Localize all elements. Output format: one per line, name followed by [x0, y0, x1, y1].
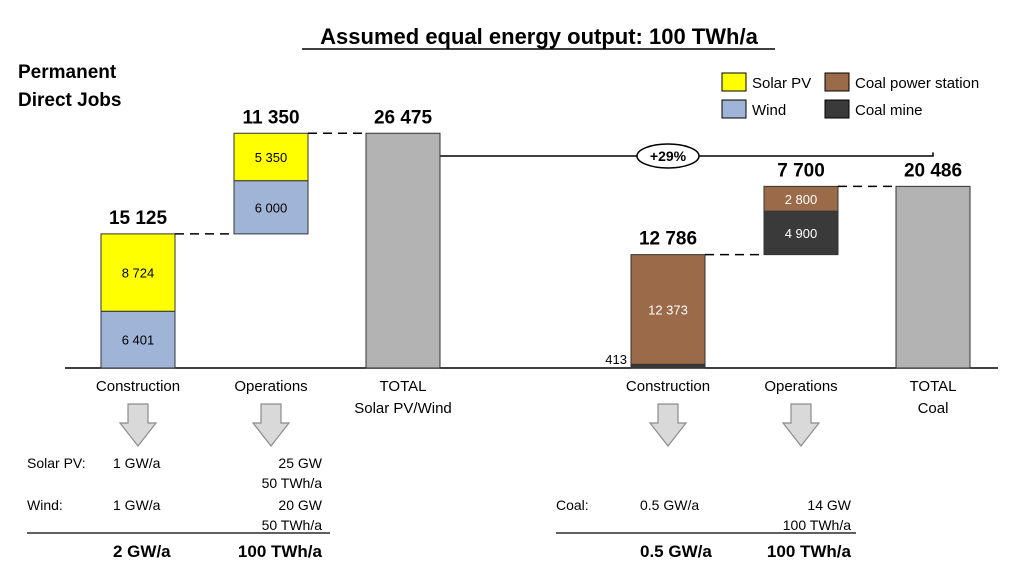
table-operations-value: 20 GW: [278, 497, 322, 513]
down-arrow-icon: [781, 403, 821, 447]
category-label: Construction: [96, 378, 180, 395]
comparison-label: +29%: [650, 148, 687, 164]
comparison-connector: +29%: [398, 143, 934, 175]
table-operations-value: 100 TWh/a: [783, 517, 851, 533]
bar-segment-coal-power-station: [630, 254, 706, 365]
table-construction-value: 1 GW/a: [113, 455, 161, 471]
bar-segment-solar-pv: [100, 233, 176, 312]
bar-total-label: 7 700: [777, 160, 825, 181]
segment-label: 2 800: [785, 192, 818, 207]
segment-label: 4 900: [785, 226, 818, 241]
category-label: Operations: [234, 378, 307, 395]
bar-segment-total: [365, 132, 441, 369]
capacity-tables: Solar PV: 1 GW/a 25 GW 50 TWh/a Wind: 1 GW/a 2…: [27, 455, 856, 561]
bar-segment-wind: [233, 180, 309, 235]
segment-label: 6 401: [122, 333, 155, 348]
legend-label: Wind: [752, 102, 786, 119]
subtitle-line-1: Permanent: [18, 62, 117, 83]
legend: Solar PV Coal power station Wind Coal mine: [721, 72, 979, 119]
down-arrow-icon: [251, 403, 291, 447]
table-total-construction: 2 GW/a: [113, 542, 171, 561]
bar-total-label: 15 125: [109, 208, 168, 229]
category-label: TOTAL: [380, 378, 427, 395]
table-operations-value: 50 TWh/a: [262, 475, 323, 491]
bar-segment-total: [895, 185, 971, 369]
table-operations-value: 25 GW: [278, 455, 322, 471]
down-arrow-icon: [118, 403, 158, 447]
category-label: Operations: [764, 378, 837, 395]
legend-swatch-wind: [721, 99, 747, 119]
category-label: Construction: [626, 378, 710, 395]
bar-total-label: 26 475: [374, 107, 433, 128]
table-operations-value: 14 GW: [807, 497, 851, 513]
table-row-label: Solar PV:: [27, 455, 86, 471]
table-row-label: Coal:: [556, 497, 589, 513]
bar-total-label: 20 486: [904, 160, 962, 181]
bar-segment-coal-mine: [763, 210, 839, 256]
down-arrow-icon: [648, 403, 688, 447]
bar-total-label: 11 350: [242, 107, 299, 128]
segment-label: 8 724: [122, 266, 155, 281]
segment-label: 5 350: [255, 150, 288, 165]
chart-title: Assumed equal energy output: 100 TWh/a: [320, 24, 758, 49]
table-construction-value: 0.5 GW/a: [640, 497, 699, 513]
table-operations-value: 50 TWh/a: [262, 517, 323, 533]
legend-swatch-solar-pv: [721, 72, 747, 92]
bar-segment-wind: [100, 310, 176, 369]
bar-segment-solar-pv: [233, 132, 309, 182]
legend-swatch-coal-mine: [824, 99, 850, 119]
table-total-operations: 100 TWh/a: [767, 542, 852, 561]
category-label: Coal: [918, 400, 949, 417]
bar-total-label: 12 786: [639, 229, 697, 250]
bars: 6 401 8 724 15 125 Construction 6 000 5 350 11…: [65, 107, 998, 447]
table-total-construction: 0.5 GW/a: [640, 542, 712, 561]
bar-segment-coal-mine: [630, 363, 706, 369]
segment-label: 6 000: [255, 200, 288, 215]
table-construction-value: 1 GW/a: [113, 497, 161, 513]
legend-label: Coal mine: [855, 102, 923, 119]
subtitle-line-2: Direct Jobs: [18, 90, 121, 111]
segment-label: 12 373: [648, 302, 688, 317]
table-row-label: Wind:: [27, 497, 63, 513]
bar-segment-coal-power-station: [763, 185, 839, 212]
legend-swatch-coal-power-station: [824, 72, 850, 92]
comparison-badge: [636, 143, 700, 169]
category-label: Solar PV/Wind: [354, 400, 452, 417]
legend-label: Coal power station: [855, 75, 979, 92]
legend-label: Solar PV: [752, 75, 811, 92]
segment-label: 413: [605, 352, 627, 367]
table-total-operations: 100 TWh/a: [238, 542, 323, 561]
category-label: TOTAL: [910, 378, 957, 395]
